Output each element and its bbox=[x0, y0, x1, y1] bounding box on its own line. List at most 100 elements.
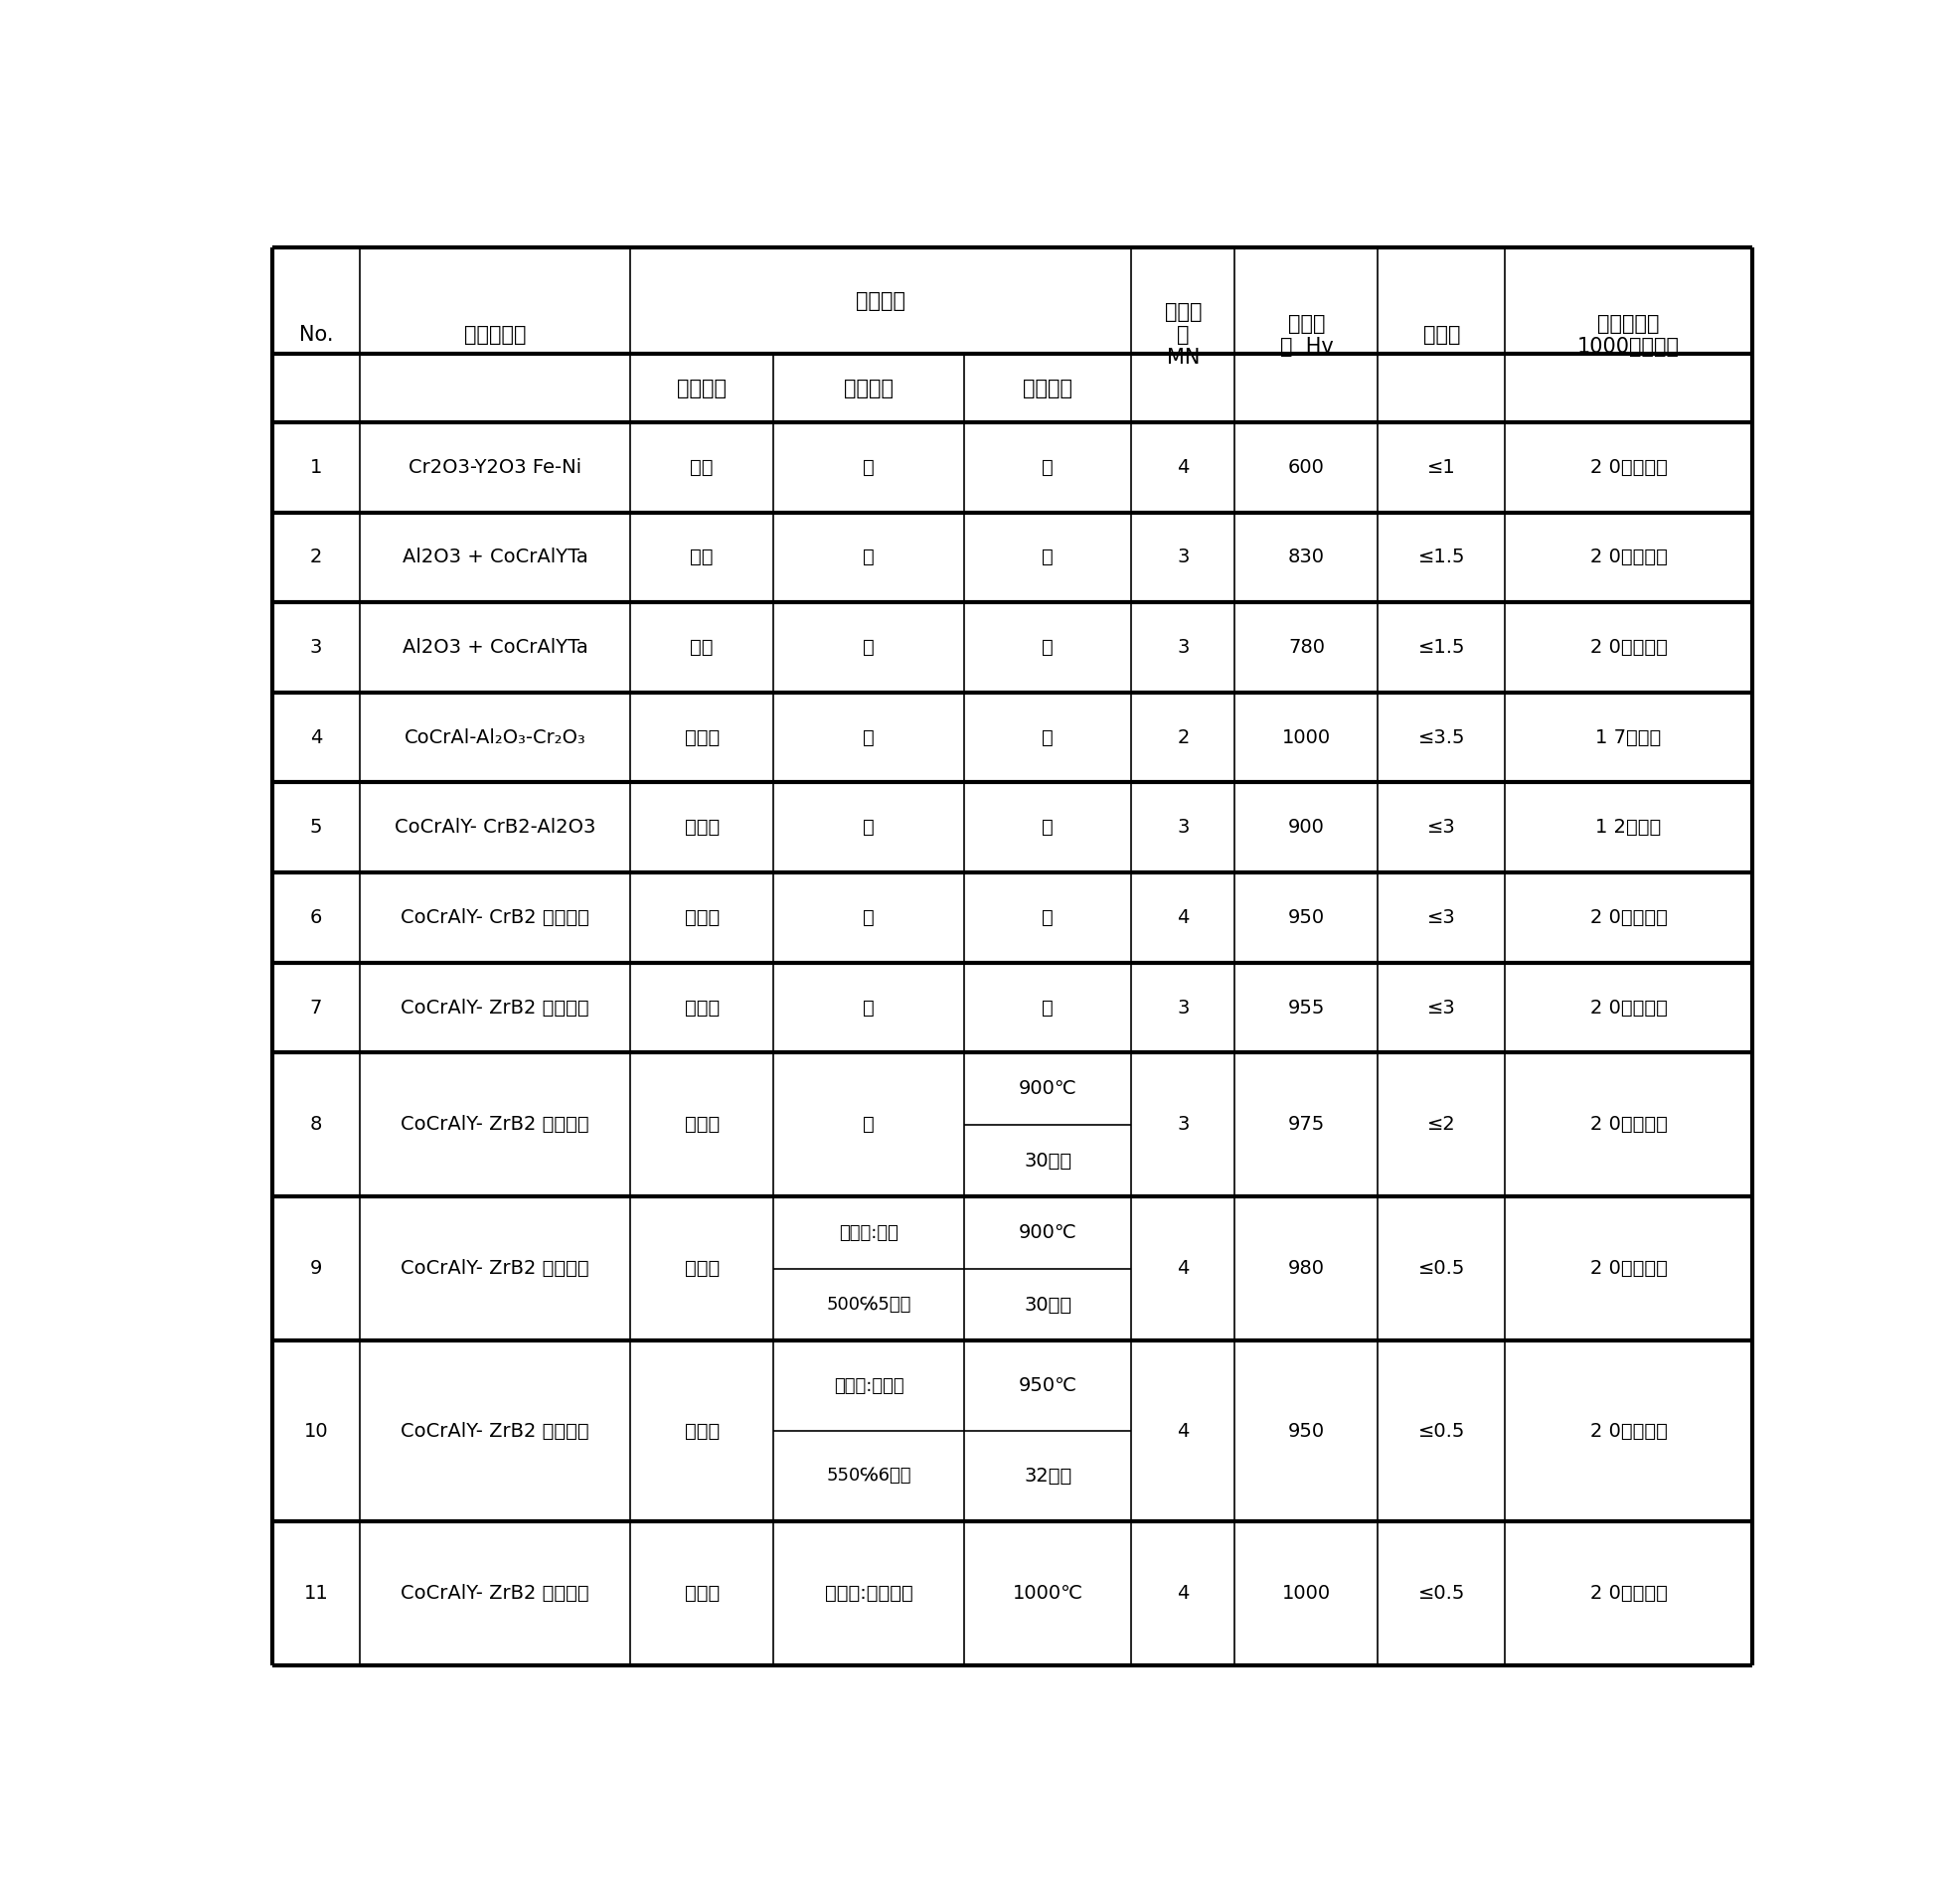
Text: 950: 950 bbox=[1288, 908, 1325, 927]
Text: ≤0.5: ≤0.5 bbox=[1419, 1259, 1466, 1277]
Text: 975: 975 bbox=[1288, 1115, 1325, 1134]
Text: 4: 4 bbox=[1176, 1422, 1190, 1441]
Text: 无: 无 bbox=[862, 999, 874, 1017]
Text: CoCrAlY- CrB2 陶瓷粉末: CoCrAlY- CrB2 陶瓷粉末 bbox=[400, 908, 590, 927]
Text: 30小时: 30小时 bbox=[1023, 1296, 1072, 1315]
Text: ≤3: ≤3 bbox=[1427, 818, 1456, 836]
Text: 2 0次无变化: 2 0次无变化 bbox=[1590, 1584, 1668, 1603]
Text: 封孔剂:铬氨酸: 封孔剂:铬氨酸 bbox=[833, 1377, 904, 1394]
Text: 8: 8 bbox=[310, 1115, 321, 1134]
Text: 780: 780 bbox=[1288, 639, 1325, 658]
Text: 无: 无 bbox=[1043, 548, 1054, 567]
Text: 2 0次无变化: 2 0次无变化 bbox=[1590, 1115, 1668, 1134]
Text: 热冲击次数
1000度＋水冷: 热冲击次数 1000度＋水冷 bbox=[1578, 313, 1680, 356]
Text: 7: 7 bbox=[310, 999, 321, 1017]
Text: 无: 无 bbox=[1043, 999, 1054, 1017]
Text: 550℅6小时: 550℅6小时 bbox=[827, 1468, 911, 1485]
Text: 10: 10 bbox=[304, 1422, 329, 1441]
Text: 无: 无 bbox=[862, 727, 874, 746]
Text: 600: 600 bbox=[1288, 458, 1325, 477]
Text: 超音速: 超音速 bbox=[684, 908, 719, 927]
Text: 爆炸: 爆炸 bbox=[690, 548, 713, 567]
Text: ≤1: ≤1 bbox=[1427, 458, 1456, 477]
Text: 无: 无 bbox=[862, 818, 874, 836]
Text: 5: 5 bbox=[310, 818, 321, 836]
Text: CoCrAlY- ZrB2 陶瓷粉末: CoCrAlY- ZrB2 陶瓷粉末 bbox=[402, 1259, 590, 1277]
Text: 3: 3 bbox=[1176, 818, 1190, 836]
Text: 等离子: 等离子 bbox=[684, 818, 719, 836]
Text: ≤1.5: ≤1.5 bbox=[1417, 639, 1466, 658]
Text: ≤3: ≤3 bbox=[1427, 908, 1456, 927]
Text: 11: 11 bbox=[304, 1584, 329, 1603]
Text: 30小时: 30小时 bbox=[1023, 1151, 1072, 1170]
Text: 1 7次剥落: 1 7次剥落 bbox=[1595, 727, 1662, 746]
Text: 无: 无 bbox=[862, 639, 874, 658]
Text: 无: 无 bbox=[862, 908, 874, 927]
Text: 表面封孔: 表面封孔 bbox=[845, 379, 894, 398]
Text: 3: 3 bbox=[1176, 639, 1190, 658]
Text: 封孔剂:铬酸: 封孔剂:铬酸 bbox=[839, 1225, 900, 1242]
Text: ≤0.5: ≤0.5 bbox=[1419, 1422, 1466, 1441]
Text: 等离子: 等离子 bbox=[684, 727, 719, 746]
Text: 900: 900 bbox=[1288, 818, 1325, 836]
Text: 超音速: 超音速 bbox=[684, 1422, 719, 1441]
Text: 爆炸: 爆炸 bbox=[690, 639, 713, 658]
Text: 超音速: 超音速 bbox=[684, 1115, 719, 1134]
Text: 900℃: 900℃ bbox=[1019, 1080, 1078, 1098]
Text: 封孔剂:重铬氨酸: 封孔剂:重铬氨酸 bbox=[825, 1584, 913, 1603]
Text: CoCrAlY- CrB2-Al2O3: CoCrAlY- CrB2-Al2O3 bbox=[394, 818, 596, 836]
Text: 500℅5小时: 500℅5小时 bbox=[827, 1296, 911, 1313]
Text: 无: 无 bbox=[862, 1115, 874, 1134]
Text: 4: 4 bbox=[1176, 1584, 1190, 1603]
Text: CoCrAlY- ZrB2 陶瓷粉末: CoCrAlY- ZrB2 陶瓷粉末 bbox=[402, 1422, 590, 1441]
Text: 超音速: 超音速 bbox=[684, 1259, 719, 1277]
Text: 4: 4 bbox=[1176, 908, 1190, 927]
Text: 980: 980 bbox=[1288, 1259, 1325, 1277]
Text: 4: 4 bbox=[1176, 1259, 1190, 1277]
Text: 2 0次无变化: 2 0次无变化 bbox=[1590, 548, 1668, 567]
Text: 900℃: 900℃ bbox=[1019, 1223, 1078, 1242]
Text: ≤1.5: ≤1.5 bbox=[1417, 548, 1466, 567]
Text: 2: 2 bbox=[310, 548, 321, 567]
Text: 1000℃: 1000℃ bbox=[1013, 1584, 1084, 1603]
Text: 3: 3 bbox=[1176, 999, 1190, 1017]
Text: 950℃: 950℃ bbox=[1019, 1377, 1078, 1396]
Text: 1000: 1000 bbox=[1282, 1584, 1331, 1603]
Text: CoCrAlY- ZrB2 陶瓷粉末: CoCrAlY- ZrB2 陶瓷粉末 bbox=[402, 999, 590, 1017]
Text: 2: 2 bbox=[1176, 727, 1190, 746]
Text: 32小时: 32小时 bbox=[1023, 1466, 1072, 1485]
Text: 喷涂方法: 喷涂方法 bbox=[676, 379, 727, 398]
Text: 2 0次无变化: 2 0次无变化 bbox=[1590, 639, 1668, 658]
Text: 无: 无 bbox=[1043, 908, 1054, 927]
Text: 2 0次无变化: 2 0次无变化 bbox=[1590, 458, 1668, 477]
Text: 950: 950 bbox=[1288, 1422, 1325, 1441]
Text: ≤3.5: ≤3.5 bbox=[1417, 727, 1466, 746]
Text: Al2O3 + CoCrAlYTa: Al2O3 + CoCrAlYTa bbox=[402, 548, 588, 567]
Text: 1: 1 bbox=[310, 458, 321, 477]
Text: ≤0.5: ≤0.5 bbox=[1419, 1584, 1466, 1603]
Text: No.: No. bbox=[300, 326, 333, 345]
Text: 高温烧制: 高温烧制 bbox=[1023, 379, 1072, 398]
Text: CoCrAlY- ZrB2 陶瓷粉末: CoCrAlY- ZrB2 陶瓷粉末 bbox=[402, 1584, 590, 1603]
Text: ≤3: ≤3 bbox=[1427, 999, 1456, 1017]
Text: CoCrAlY- ZrB2 陶瓷粉末: CoCrAlY- ZrB2 陶瓷粉末 bbox=[402, 1115, 590, 1134]
Text: Al2O3 + CoCrAlYTa: Al2O3 + CoCrAlYTa bbox=[402, 639, 588, 658]
Text: 955: 955 bbox=[1288, 999, 1325, 1017]
Text: 无: 无 bbox=[1043, 818, 1054, 836]
Text: 超音速: 超音速 bbox=[684, 1584, 719, 1603]
Text: 超音速: 超音速 bbox=[684, 999, 719, 1017]
Text: 3: 3 bbox=[310, 639, 321, 658]
Text: 无: 无 bbox=[1043, 639, 1054, 658]
Text: 9: 9 bbox=[310, 1259, 321, 1277]
Text: 无: 无 bbox=[862, 548, 874, 567]
Text: 3: 3 bbox=[1176, 1115, 1190, 1134]
Text: 4: 4 bbox=[310, 727, 321, 746]
Text: Cr2O3-Y2O3 Fe-Ni: Cr2O3-Y2O3 Fe-Ni bbox=[408, 458, 582, 477]
Text: 涂层成份组: 涂层成份组 bbox=[465, 326, 525, 345]
Text: 2 0次无变化: 2 0次无变化 bbox=[1590, 1422, 1668, 1441]
Text: 1000: 1000 bbox=[1282, 727, 1331, 746]
Text: 处理方法: 处理方法 bbox=[857, 290, 906, 311]
Text: 6: 6 bbox=[310, 908, 321, 927]
Text: 断面硬
度  Hv: 断面硬 度 Hv bbox=[1280, 313, 1333, 356]
Text: 气孔率: 气孔率 bbox=[1423, 326, 1460, 345]
